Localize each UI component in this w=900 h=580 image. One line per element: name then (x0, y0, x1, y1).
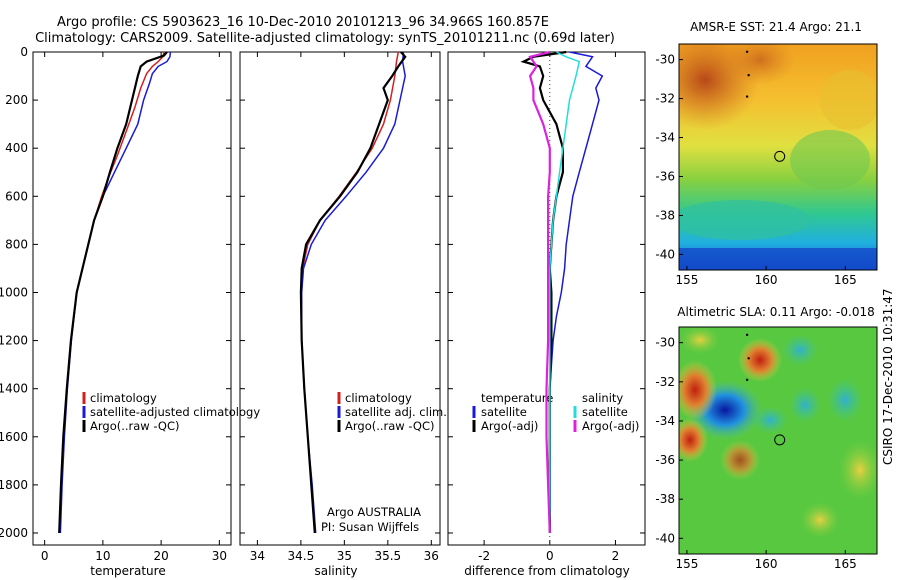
x-tick-label: 165 (834, 273, 857, 287)
sla-map-title: Altimetric SLA: 0.11 Argo: -0.018 (677, 305, 874, 319)
x-tick-label: 35.5 (374, 549, 401, 563)
legend-climatology: climatology (345, 391, 412, 405)
legend-argo: Argo(..raw -QC) (90, 419, 180, 433)
legend-salinity-title: salinity (582, 391, 623, 405)
salinity-panel: 34 34.5 35 35.5 36 (239, 51, 441, 563)
legend-temp-satellite: satellite (481, 405, 527, 419)
salinity-legend: climatology satellite adj. clim. Argo(..… (337, 391, 447, 433)
x-tick-label: 10 (95, 549, 110, 563)
x-tick-label: 35 (337, 549, 352, 563)
track-dot (745, 333, 749, 337)
y-tick-label: -40 (655, 531, 675, 545)
x-tick-label: -2 (478, 549, 490, 563)
y-tick-label: 1600 (0, 430, 28, 444)
x-tick-label: 36 (424, 549, 439, 563)
difference-panel: -2 0 2 (447, 50, 646, 563)
y-tick-label: -36 (655, 169, 675, 183)
map-frame (678, 326, 878, 555)
series-line-argo-raw-qc- (299, 51, 407, 534)
title-line-1: Argo profile: CS 5903623_16 10-Dec-2010 … (57, 15, 549, 30)
y-tick-label: 1200 (0, 334, 28, 348)
track-dot (747, 73, 750, 77)
sst-map-image (679, 44, 877, 270)
difference-xlabel: difference from climatology (464, 564, 630, 578)
y-tick-label: -32 (655, 92, 675, 106)
difference-legend: temperature satellite Argo(-adj) salinit… (472, 391, 639, 433)
salinity-xlabel: salinity (314, 564, 357, 578)
sst-map-axes: 155 160 165 -30 -32 -34 -36 -38 -40 (655, 43, 878, 287)
temperature-panel: 0 10 20 30 0 200 400 600 800 1000 1200 1400 1600 1800… (0, 45, 232, 563)
x-tick-label: 34 (250, 549, 265, 563)
y-tick-label: 200 (5, 93, 28, 107)
x-tick-label: 160 (755, 557, 778, 571)
y-tick-label: -38 (655, 492, 675, 506)
sla-map-axes: 155 160 165 -30 -32 -34 -36 -38 -40 (655, 326, 878, 571)
y-tick-label: 1400 (0, 382, 28, 396)
track-dot (745, 50, 749, 53)
x-tick-label: 0 (41, 549, 49, 563)
x-tick-label: 165 (834, 557, 857, 571)
y-tick-label: 2000 (0, 526, 28, 540)
sla-map-image (679, 327, 877, 554)
series-line-salinity-satellite (549, 51, 581, 533)
y-tick-label: 400 (5, 141, 28, 155)
map-frame (678, 43, 878, 271)
x-tick-label: 0 (546, 549, 554, 563)
series-line-satellite-adj-clim- (300, 51, 406, 534)
series-line-temperature-satellite (549, 51, 604, 533)
y-tick-label: -30 (655, 53, 675, 67)
y-tick-label: -36 (655, 453, 675, 467)
axes-frame (32, 51, 232, 546)
y-tick-label: 1800 (0, 478, 28, 492)
y-tick-label: -32 (655, 375, 675, 389)
y-tick-label: -40 (655, 247, 675, 261)
x-tick-label: 2 (612, 549, 620, 563)
track-dot (745, 378, 749, 382)
legend-temperature-title: temperature (481, 391, 553, 405)
legend-sal-argo: Argo(-adj) (582, 419, 639, 433)
axes-frame (447, 51, 646, 546)
profile-location-marker (774, 150, 786, 162)
y-tick-label: -34 (655, 131, 675, 145)
x-tick-label: 155 (675, 557, 698, 571)
legend-satellite-adjusted: satellite-adjusted climatology (90, 405, 260, 419)
credit-stamp: CSIRO 17-Dec-2010 10:31:47 (881, 288, 895, 465)
series-line-salinity-argo-adj- (528, 50, 551, 534)
track-dot (745, 95, 749, 98)
sst-map-title: AMSR-E SST: 21.4 Argo: 21.1 (690, 20, 862, 34)
y-tick-label: -34 (655, 414, 675, 428)
legend-climatology: climatology (90, 391, 157, 405)
series-line-argo-raw-qc- (58, 51, 168, 534)
temperature-legend: climatology satellite-adjusted climatolo… (82, 391, 260, 433)
annotation-argo-australia: Argo AUSTRALIA (327, 505, 421, 519)
y-tick-label: -38 (655, 208, 675, 222)
y-tick-label: 800 (5, 237, 28, 251)
x-tick-label: 20 (153, 549, 168, 563)
legend-satellite-adj: satellite adj. clim. (345, 405, 447, 419)
x-tick-label: 34.5 (288, 549, 315, 563)
y-tick-label: 0 (20, 45, 28, 59)
title-line-2: Climatology: CARS2009. Satellite-adjuste… (35, 31, 615, 46)
track-dot (747, 357, 750, 360)
legend-sal-satellite: satellite (582, 405, 628, 419)
temperature-xlabel: temperature (90, 564, 165, 578)
axes-frame (239, 51, 441, 546)
x-tick-label: 155 (675, 273, 698, 287)
series-line-climatology (300, 51, 400, 534)
legend-argo: Argo(..raw -QC) (345, 419, 435, 433)
y-tick-label: 1000 (0, 285, 28, 299)
x-tick-label: 160 (755, 273, 778, 287)
legend-temp-argo: Argo(-adj) (481, 419, 538, 433)
y-tick-label: 600 (5, 189, 28, 203)
series-line-temperature-argo-adj- (520, 50, 567, 533)
annotation-pi: PI: Susan Wijffels (321, 520, 419, 534)
series-line-climatology (59, 51, 165, 534)
profile-location-marker (774, 434, 786, 446)
y-tick-label: -30 (655, 336, 675, 350)
x-tick-label: 30 (212, 549, 227, 563)
